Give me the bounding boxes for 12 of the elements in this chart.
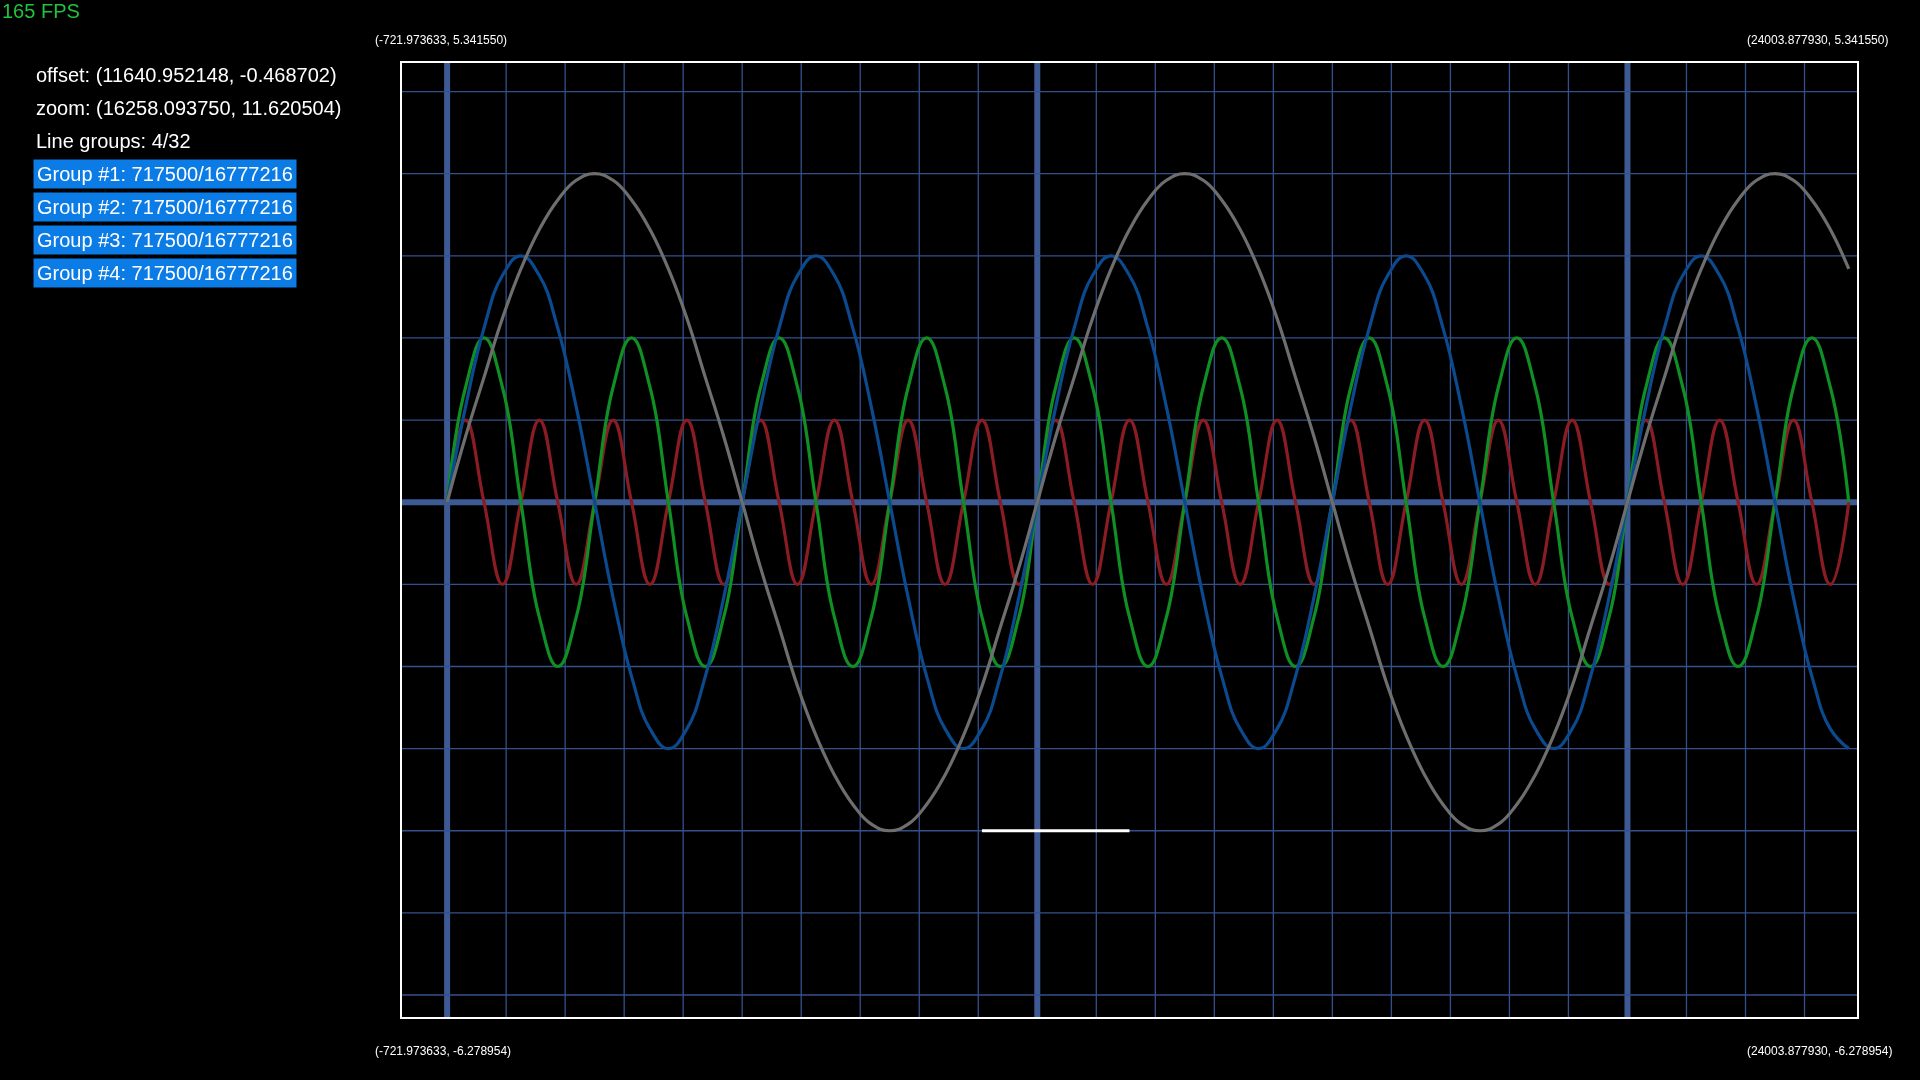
text: 165 FPS (2, 0, 80, 22)
text: offset: (11640.952148, -0.468702) (36, 64, 337, 86)
text: zoom: (16258.093750, 11.620504) (36, 97, 342, 119)
text: (-721.973633, 5.341550) (375, 33, 508, 47)
text: Group #3: 717500/16777216 (37, 229, 293, 251)
text: (24003.877930, 5.341550) (1747, 33, 1889, 47)
text: Group #2: 717500/16777216 (37, 196, 293, 218)
text: Line groups: 4/32 (36, 130, 191, 152)
text: Group #1: 717500/16777216 (37, 163, 293, 185)
text: (-721.973633, -6.278954) (375, 1044, 512, 1058)
text: (24003.877930, -6.278954) (1747, 1044, 1893, 1058)
text: Group #4: 717500/16777216 (37, 262, 293, 284)
